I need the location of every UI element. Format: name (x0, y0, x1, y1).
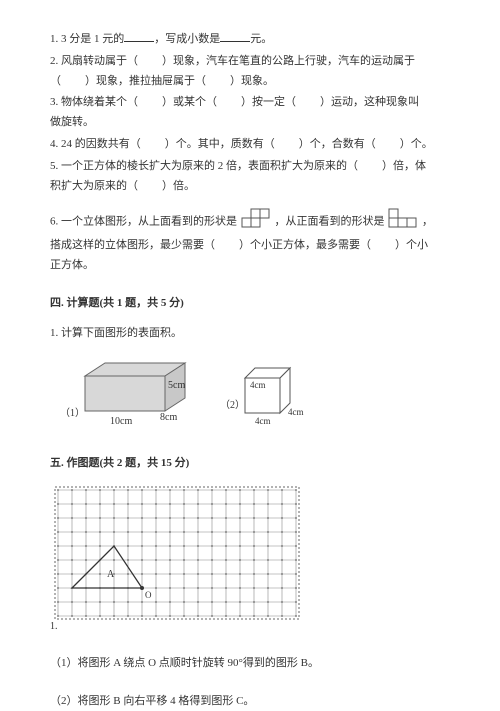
q5-text-b: ）倍，体 (382, 160, 426, 172)
section-5-sub2: （2）将图形 B 向右平移 4 格得到图形 C。 (50, 692, 450, 711)
q2-text-d: ）现象，推拉抽屉属于（ (85, 75, 206, 87)
paren-space (358, 160, 382, 172)
paren-space (217, 96, 241, 108)
dim-5cm: 5cm (168, 380, 185, 391)
question-2: 2. 风扇转动属于（ ）现象，汽车在笔直的公路上行驶，汽车的运动属于 （ ）现象… (50, 52, 450, 92)
q4-text-d: ）个。 (400, 138, 433, 150)
paren-space (138, 180, 162, 192)
q6-text-d: 搭成这样的立体图形，最少需要（ (50, 239, 215, 251)
q1-text-b: ，写成小数是 (154, 33, 220, 45)
q3-text-b: ）或某个（ (162, 96, 217, 108)
svg-text:O: O (145, 590, 152, 600)
figure-grid-container: AO (50, 484, 450, 632)
figure-row-1: 5cm 8cm 10cm （1） 4cm 4cm 4cm （2） (60, 358, 450, 436)
dim-4cm-top: 4cm (250, 380, 266, 390)
q4-text-c: ）个，合数有（ (299, 138, 376, 150)
paren-space (206, 75, 230, 87)
paren-space (138, 96, 162, 108)
q6-text-a: 6. 一个立体图形，从上面看到的形状是 (50, 216, 237, 228)
question-5: 5. 一个正方体的棱长扩大为原来的 2 倍，表面积扩大为原来的（ ）倍，体 积扩… (50, 157, 450, 197)
figure-1-box: 5cm 8cm 10cm （1） (60, 358, 190, 436)
q1-text-a: 1. 3 分是 1 元的 (50, 33, 124, 45)
question-6: 6. 一个立体图形，从上面看到的形状是 ，从正面看到的形状是 ， 搭成这样的立体… (50, 208, 450, 275)
blank (220, 30, 250, 42)
q5-text-d: ）倍。 (162, 180, 195, 192)
q4-text-b: ）个。其中，质数有（ (165, 138, 275, 150)
q5-text-a: 5. 一个正方体的棱长扩大为原来的 2 倍，表面积扩大为原来的（ (50, 160, 358, 172)
q5-text-c: 积扩大为原来的（ (50, 180, 138, 192)
label-2: （2） (220, 399, 245, 411)
dim-4cm-bottom: 4cm (255, 416, 271, 426)
q2-text-a: 2. 风扇转动属于（ (50, 55, 138, 67)
q2-text-b: ）现象，汽车在笔直的公路上行驶，汽车的运动属于 (162, 55, 415, 67)
paren-space (141, 138, 165, 150)
q4-text-a: 4. 24 的因数共有（ (50, 138, 141, 150)
label-1: （1） (60, 407, 85, 419)
q3-text-a: 3. 物体绕着某个（ (50, 96, 138, 108)
paren-space (371, 239, 395, 251)
q2-text-e: ）现象。 (230, 75, 274, 87)
section-5-title: 五. 作图题(共 2 题，共 15 分) (50, 454, 450, 474)
section-4-title: 四. 计算题(共 1 题，共 5 分) (50, 294, 450, 314)
dim-10cm: 10cm (110, 416, 132, 427)
section-4-q1: 1. 计算下面图形的表面积。 (50, 324, 450, 344)
dim-8cm: 8cm (160, 412, 177, 423)
paren-space (215, 239, 239, 251)
dim-4cm-right: 4cm (288, 407, 304, 417)
section-5-sub1: （1）将图形 A 绕点 O 点顺时针旋转 90°得到的图形 B。 (50, 654, 450, 674)
figure-2-cube: 4cm 4cm 4cm （2） (220, 363, 310, 436)
q3-text-d: ）运动，这种现象叫 (320, 96, 419, 108)
q3-text-c: ）按一定（ (241, 96, 296, 108)
grid-figure: AO (50, 484, 305, 624)
paren-space (376, 138, 400, 150)
paren-space (61, 75, 85, 87)
paren-space (138, 55, 162, 67)
front-view-shape (389, 208, 417, 236)
q6-text-c: ， (422, 216, 433, 228)
question-4: 4. 24 的因数共有（ ）个。其中，质数有（ ）个，合数有（ ）个。 (50, 135, 450, 155)
q6-text-e: ）个小正方体，最多需要（ (239, 239, 371, 251)
paren-space (275, 138, 299, 150)
q6-text-b: ，从正面看到的形状是 (275, 216, 385, 228)
blank (124, 30, 154, 42)
q3-text-e: 做旋转。 (50, 116, 94, 128)
q2-text-c: （ (50, 75, 61, 87)
question-3: 3. 物体绕着某个（ ）或某个（ ）按一定（ ）运动，这种现象叫 做旋转。 (50, 93, 450, 133)
q1-text-c: 元。 (250, 33, 272, 45)
q6-text-g: 正方体。 (50, 259, 94, 271)
q6-text-f: ）个小 (395, 239, 428, 251)
svg-text:A: A (107, 569, 115, 580)
top-view-shape (242, 208, 270, 236)
paren-space (296, 96, 320, 108)
question-1: 1. 3 分是 1 元的 ，写成小数是 元。 (50, 30, 450, 50)
